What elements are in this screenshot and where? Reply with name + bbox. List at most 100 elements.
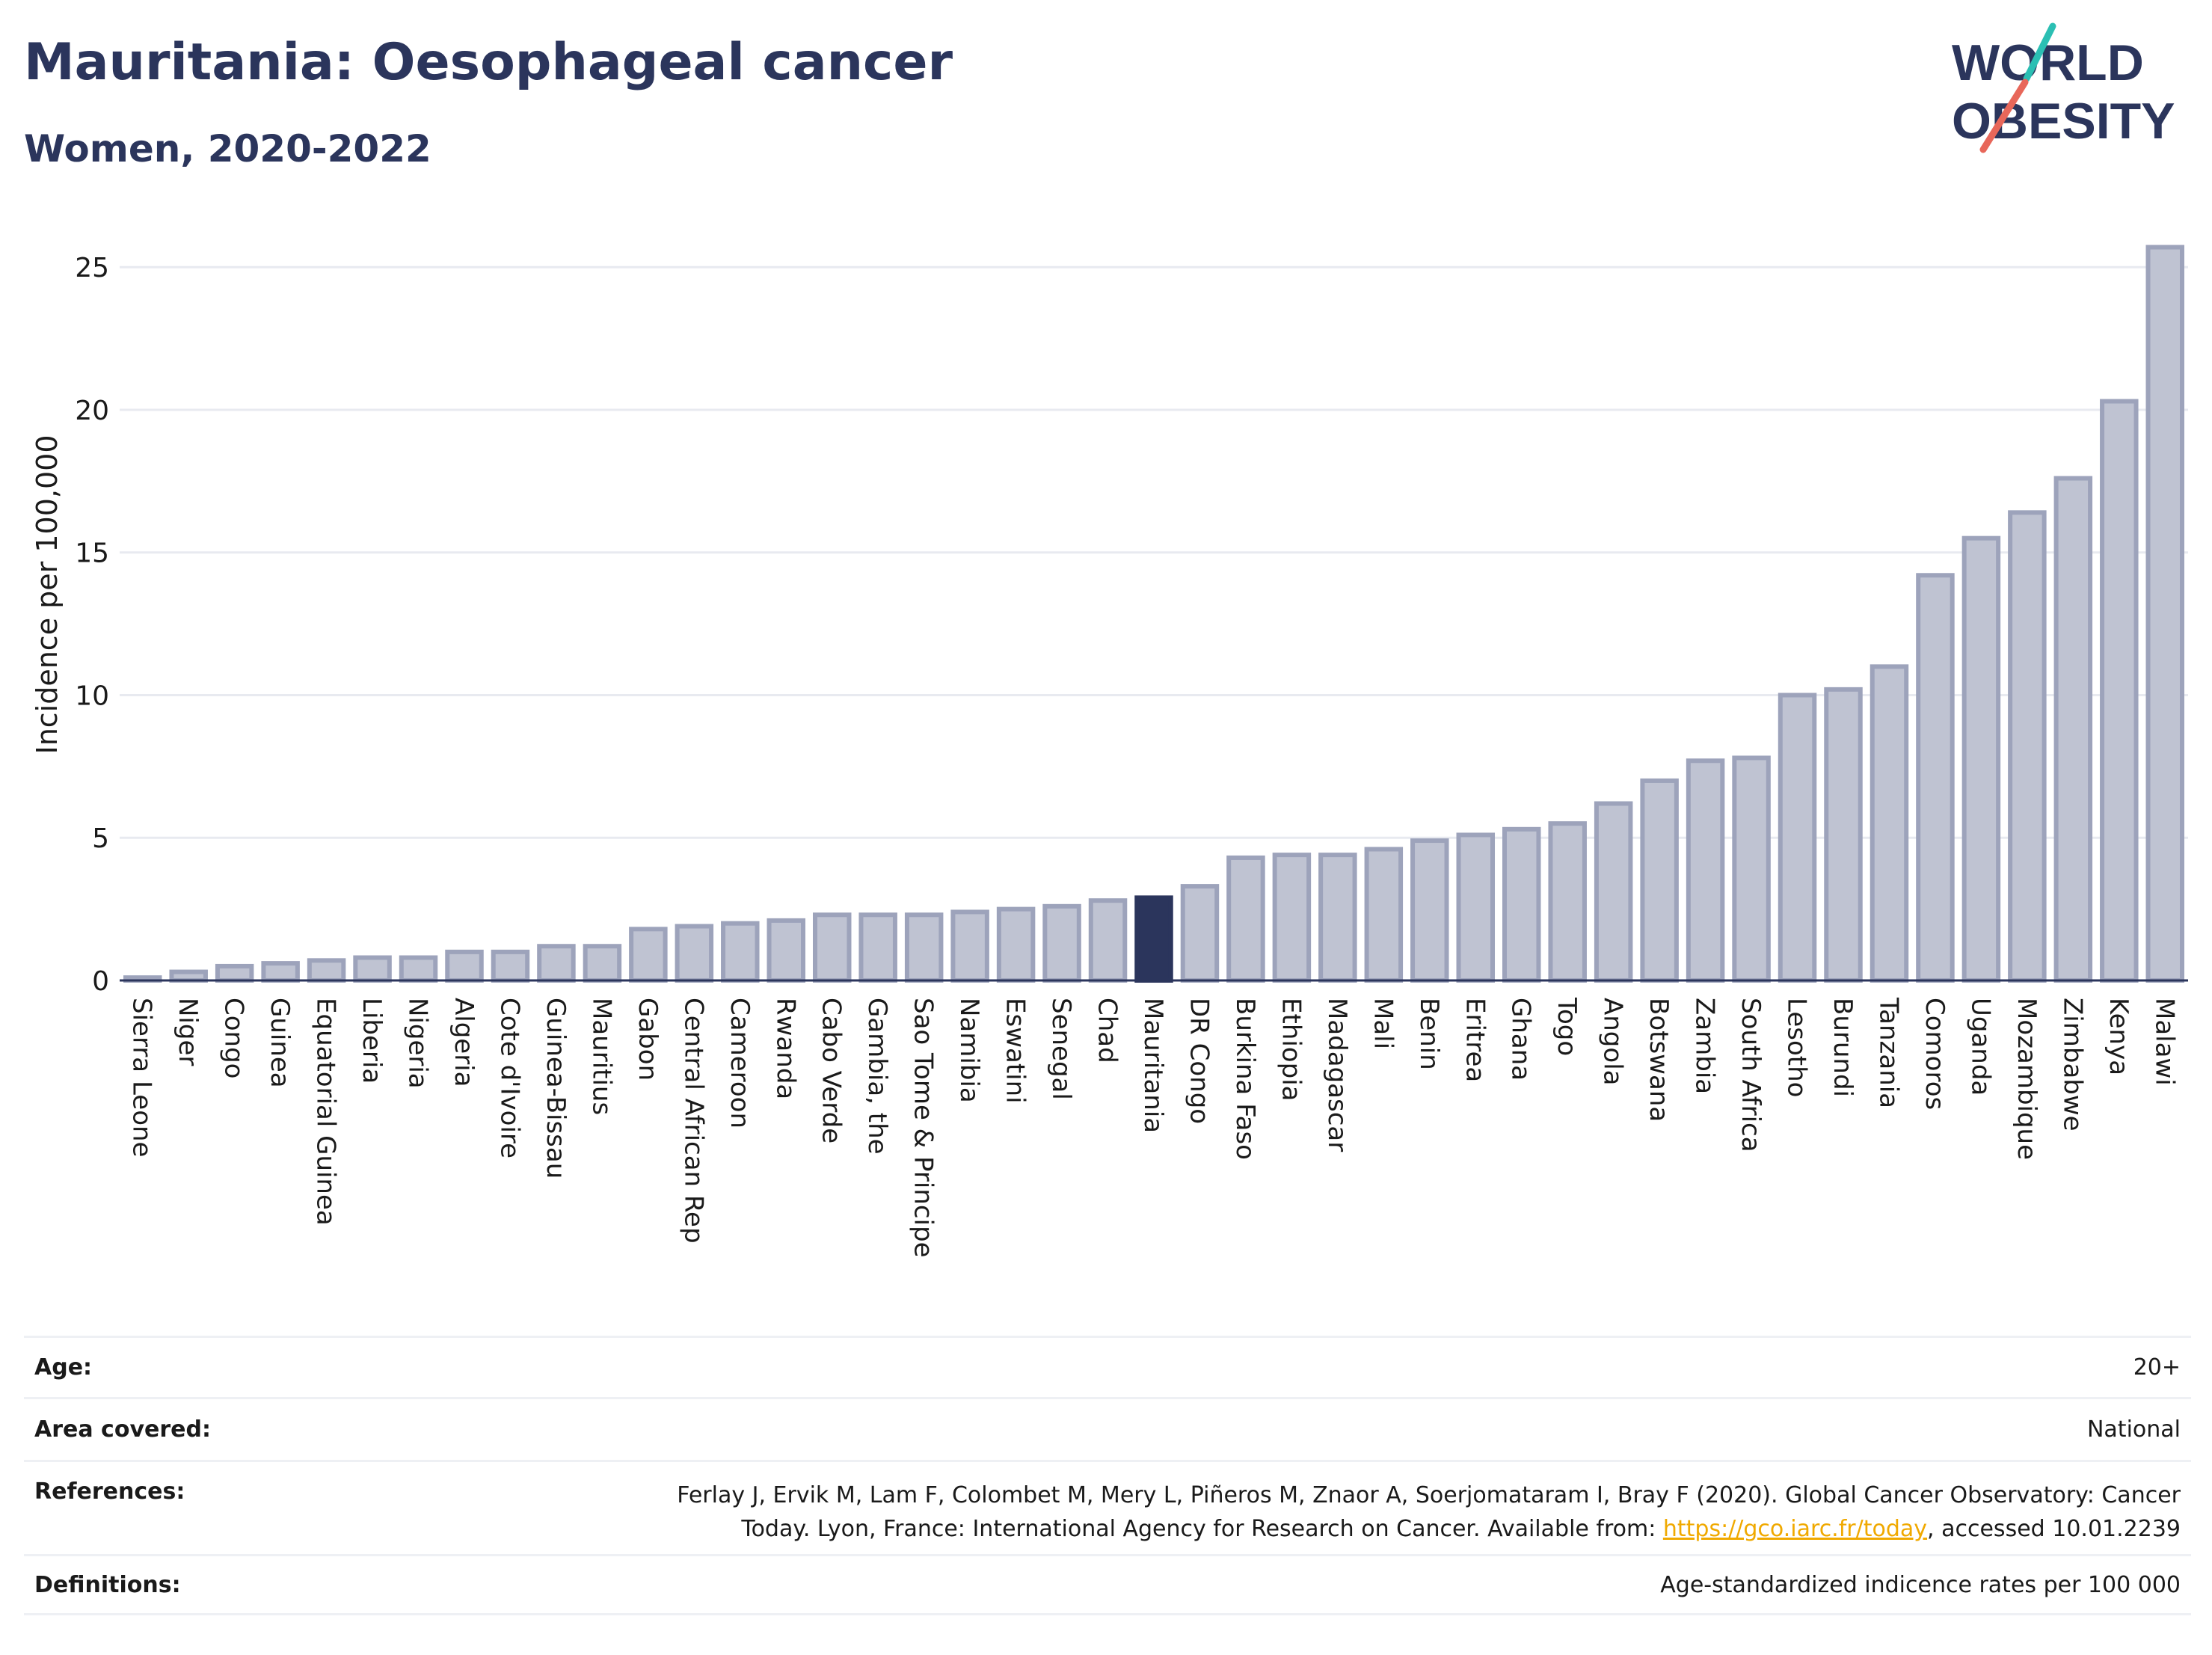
info-label-age: Age:: [34, 1354, 93, 1381]
info-label-area: Area covered:: [34, 1416, 211, 1443]
y-tick-label: 10: [75, 681, 109, 711]
info-row-references: References: Ferlay J, Ervik M, Lam F, Co…: [24, 1460, 2191, 1554]
bar[interactable]: [537, 944, 576, 983]
bar[interactable]: [2008, 510, 2047, 983]
bar[interactable]: [1410, 838, 1449, 983]
x-tick-label: Sierra Leone: [127, 998, 157, 1157]
x-tick-label: Ethiopia: [1276, 998, 1306, 1101]
x-tick-label: Mali: [1368, 998, 1398, 1049]
x-tick-label: Guinea: [265, 998, 295, 1088]
x-tick-label: Zimbabwe: [2057, 998, 2087, 1132]
x-tick-label: Uganda: [1965, 998, 1995, 1096]
info-label-definitions: Definitions:: [34, 1571, 181, 1598]
bar[interactable]: [215, 963, 254, 983]
bar[interactable]: [1961, 535, 2001, 983]
x-tick-label: Cabo Verde: [817, 998, 847, 1143]
page-title: Mauritania: Oesophageal cancer: [24, 33, 953, 92]
x-tick-label: Sao Tome & Principe: [909, 998, 938, 1258]
bar[interactable]: [812, 912, 852, 983]
bar[interactable]: [1180, 884, 1220, 983]
x-tick-label: Cameroon: [725, 998, 755, 1129]
x-tick-label: Angola: [1598, 998, 1628, 1085]
x-tick-label: Tanzania: [1873, 997, 1903, 1108]
info-row-age: Age: 20+: [24, 1336, 2191, 1397]
x-tick-label: Lesotho: [1782, 998, 1812, 1097]
y-axis-ticks: 0 5 10 15 20 25: [75, 253, 109, 997]
bar[interactable]: [399, 955, 438, 983]
bar[interactable]: [1456, 832, 1496, 983]
x-tick-label: Mauritius: [586, 998, 616, 1115]
bar[interactable]: [1916, 573, 1955, 983]
bar[interactable]: [1594, 801, 1633, 983]
bar[interactable]: [1502, 826, 1541, 983]
world-obesity-logo: WORLD OBESITY: [1952, 22, 2175, 153]
x-tick-label: Niger: [173, 998, 203, 1066]
bar[interactable]: [1686, 758, 1725, 983]
y-tick-label: 5: [92, 823, 109, 854]
x-tick-label: Eritrea: [1460, 998, 1490, 1082]
x-tick-label: Algeria: [449, 998, 479, 1087]
bar[interactable]: [1318, 853, 1357, 983]
bar[interactable]: [2145, 245, 2185, 983]
bar[interactable]: [261, 961, 300, 983]
bar[interactable]: [858, 912, 897, 983]
bar[interactable]: [1226, 855, 1265, 983]
bar[interactable]: [1732, 755, 1771, 983]
bar[interactable]: [307, 958, 346, 983]
x-axis-ticks: Sierra Leone Niger Congo Guinea Equatorial G…: [127, 997, 2180, 1258]
reference-link[interactable]: https://gco.iarc.fr/today: [1662, 1516, 1928, 1542]
reference-line-1: Ferlay J, Ervik M, Lam F, Colombet M, Me…: [677, 1482, 2181, 1508]
bar[interactable]: [2053, 476, 2093, 983]
x-tick-label: Comoros: [1920, 998, 1950, 1110]
bar[interactable]: [1364, 847, 1404, 983]
y-tick-label: 25: [75, 253, 109, 283]
y-tick-label: 15: [75, 538, 109, 569]
bar[interactable]: [1042, 903, 1081, 983]
x-tick-label: Rwanda: [770, 998, 800, 1099]
x-tick-label: Cote d'Ivoire: [494, 998, 524, 1158]
info-value-references: Ferlay J, Ervik M, Lam F, Colombet M, Me…: [677, 1479, 2181, 1546]
bar[interactable]: [675, 924, 714, 983]
bar[interactable]: [169, 969, 208, 983]
bar[interactable]: [2100, 399, 2139, 983]
bar[interactable]: [766, 918, 806, 983]
x-tick-label: Benin: [1414, 998, 1444, 1070]
bar[interactable]: [904, 912, 944, 983]
info-row-area: Area covered: National: [24, 1397, 2191, 1460]
bar[interactable]: [445, 949, 484, 983]
bar[interactable]: [950, 909, 989, 983]
bar[interactable]: [1640, 778, 1679, 983]
x-tick-label: Ghana: [1506, 998, 1536, 1081]
x-tick-label: Nigeria: [403, 998, 433, 1089]
x-tick-label: Senegal: [1046, 998, 1076, 1100]
x-tick-label: Malawi: [2149, 998, 2179, 1086]
reference-line-2-post: , accessed 10.01.2239: [1927, 1516, 2181, 1542]
x-tick-label: Botswana: [1644, 998, 1674, 1122]
x-tick-label: Eswatini: [1001, 998, 1030, 1104]
bar[interactable]: [629, 927, 668, 983]
x-tick-label: South Africa: [1736, 998, 1766, 1152]
bar[interactable]: [353, 955, 392, 983]
bar[interactable]: [1778, 693, 1817, 983]
svg-text:WORLD: WORLD: [1952, 34, 2144, 91]
bar[interactable]: [1272, 853, 1312, 983]
info-table: Age: 20+ Area covered: National Referenc…: [24, 1336, 2191, 1615]
bar-highlighted[interactable]: [1134, 895, 1173, 983]
bar[interactable]: [1824, 687, 1863, 983]
bar[interactable]: [721, 921, 760, 983]
x-tick-label: Burundi: [1828, 998, 1858, 1097]
x-tick-label: Kenya: [2104, 998, 2133, 1075]
bar[interactable]: [1870, 664, 1909, 983]
x-tick-label: DR Congo: [1184, 998, 1214, 1124]
x-tick-label: Congo: [219, 998, 249, 1078]
bar[interactable]: [1088, 898, 1128, 983]
info-value-definitions: Age-standardized indicence rates per 100…: [1660, 1571, 2181, 1598]
info-row-definitions: Definitions: Age-standardized indicence …: [24, 1554, 2191, 1615]
bar-chart: 0 5 10 15 20 25 Sierra Leone Niger Congo Guinea E…: [31, 245, 2188, 1258]
bar[interactable]: [1548, 821, 1587, 983]
bar[interactable]: [491, 949, 530, 983]
bar[interactable]: [996, 906, 1036, 983]
bars: [123, 245, 2185, 983]
bar[interactable]: [583, 944, 622, 983]
x-tick-label: Gambia, the: [862, 998, 892, 1155]
